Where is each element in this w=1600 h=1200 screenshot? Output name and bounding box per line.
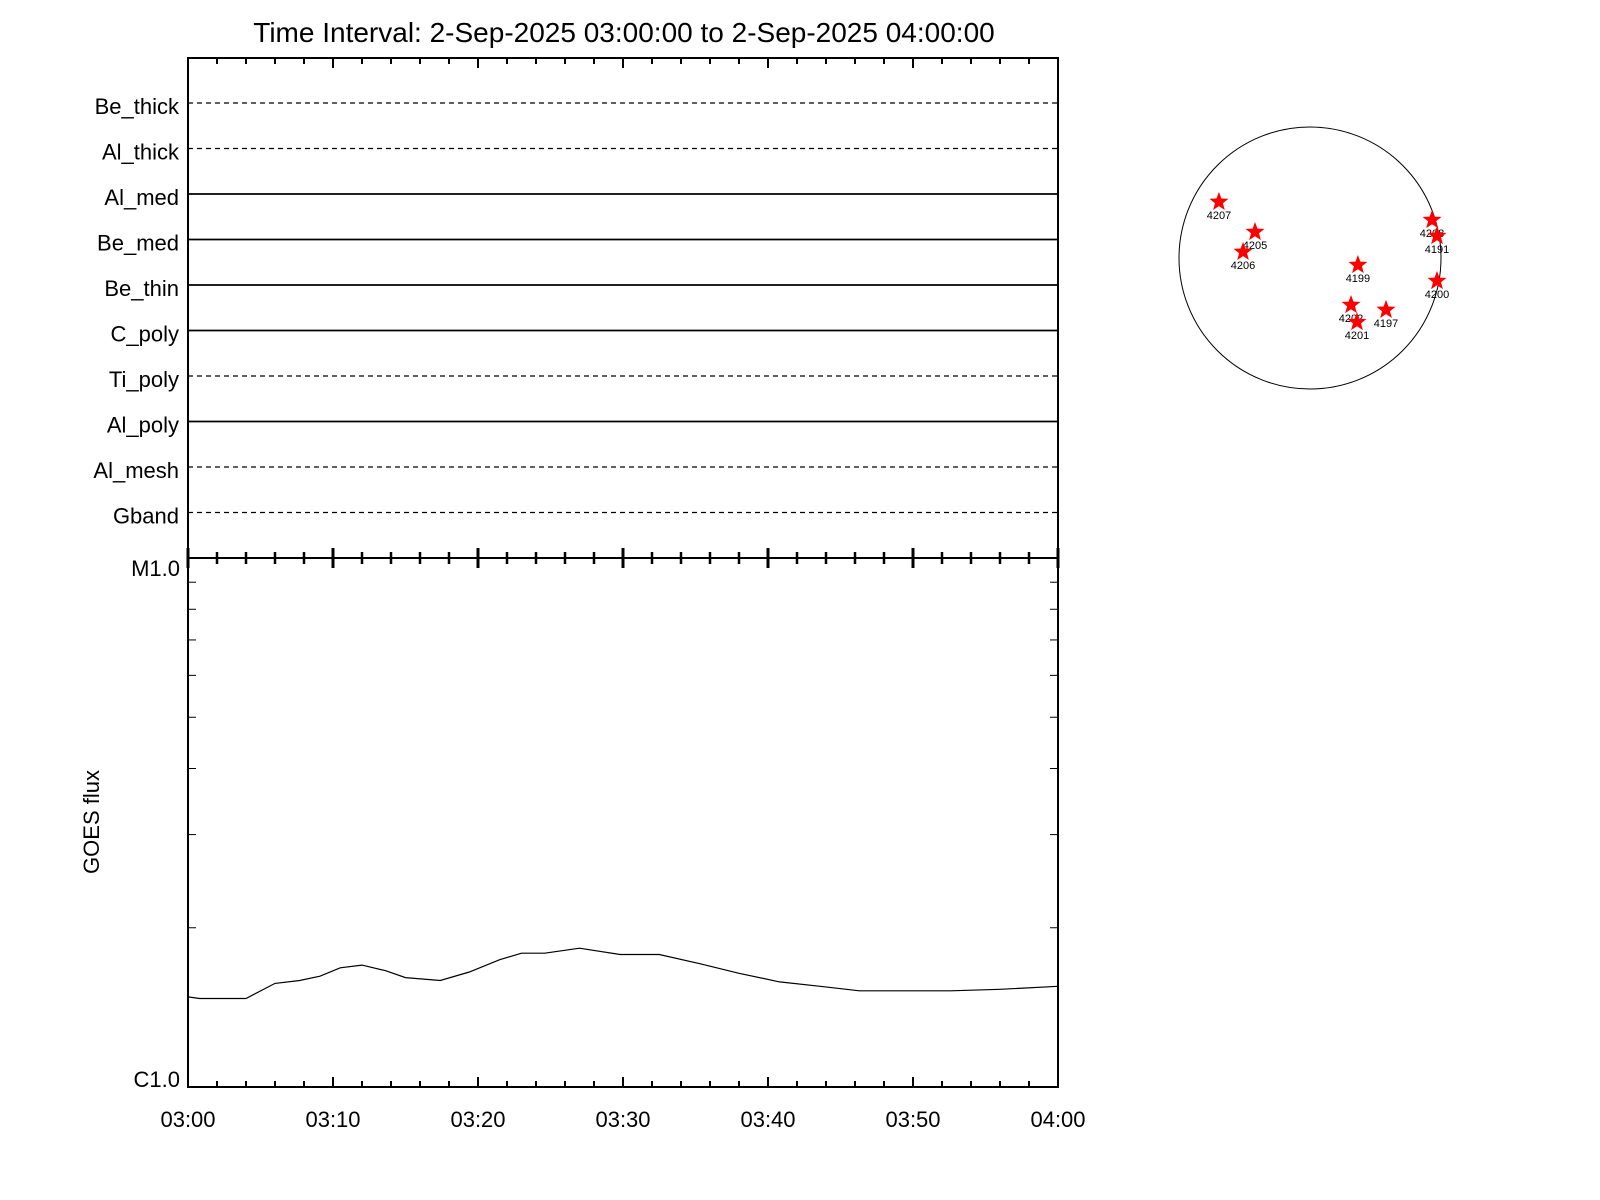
region-star-marker: [1233, 241, 1253, 260]
filter-label: Be_thin: [104, 276, 179, 301]
x-tick-label: 04:00: [1030, 1107, 1085, 1132]
region-label: 4199: [1346, 273, 1370, 285]
chart-title: Time Interval: 2-Sep-2025 03:00:00 to 2-…: [253, 17, 994, 48]
filter-panel-frame: [187, 57, 1059, 559]
region-star-marker: [1245, 222, 1265, 241]
region-label: 4201: [1345, 330, 1369, 342]
region-star-marker: [1427, 271, 1447, 290]
region-label: 4197: [1374, 318, 1398, 330]
region-star-marker: [1347, 312, 1367, 331]
x-tick-label: 03:30: [595, 1107, 650, 1132]
region-label: 4200: [1425, 289, 1449, 301]
goes-flux-line: [187, 947, 1059, 1000]
y-axis-label: GOES flux: [79, 770, 104, 874]
filter-label: Al_mesh: [93, 458, 179, 483]
filter-label: Ti_poly: [109, 367, 179, 392]
region-label: 4206: [1231, 260, 1255, 272]
x-tick-label: 03:50: [885, 1107, 940, 1132]
x-tick-label: 03:10: [305, 1107, 360, 1132]
y-tick-label: C1.0: [134, 1067, 180, 1092]
x-tick-label: 03:20: [450, 1107, 505, 1132]
region-star-marker: [1341, 295, 1361, 314]
region-star-marker: [1422, 210, 1442, 229]
filter-panel: Be_thick Al_thick Al_med Be_med Be_thin C_pol…: [93, 57, 1060, 568]
y-tick-label: M1.0: [131, 556, 180, 581]
region-star-marker: [1348, 255, 1368, 274]
region-label: 4191: [1425, 244, 1449, 256]
region-star-marker: [1376, 299, 1396, 318]
filter-label: Al_thick: [102, 140, 180, 165]
solar-limb: [1178, 126, 1442, 390]
goes-panel-frame: [187, 557, 1059, 1088]
solar-disk-map: 4207420542064199420242014197420841914200: [1178, 126, 1449, 390]
filter-label: C_poly: [111, 322, 179, 347]
x-tick-label: 03:40: [740, 1107, 795, 1132]
filter-label: Be_med: [97, 231, 179, 256]
filter-label: Gband: [113, 504, 179, 529]
goes-panel: M1.0 C1.0 03:00 03:10 03:20 03:30 03:40 03:50 04…: [131, 556, 1085, 1132]
filter-label: Al_med: [104, 185, 179, 210]
x-tick-label: 03:00: [160, 1107, 215, 1132]
region-star-marker: [1209, 191, 1229, 210]
region-star-marker: [1427, 226, 1447, 245]
filter-label: Be_thick: [95, 94, 180, 119]
region-label: 4207: [1207, 210, 1231, 222]
filter-label: Al_poly: [107, 413, 179, 438]
